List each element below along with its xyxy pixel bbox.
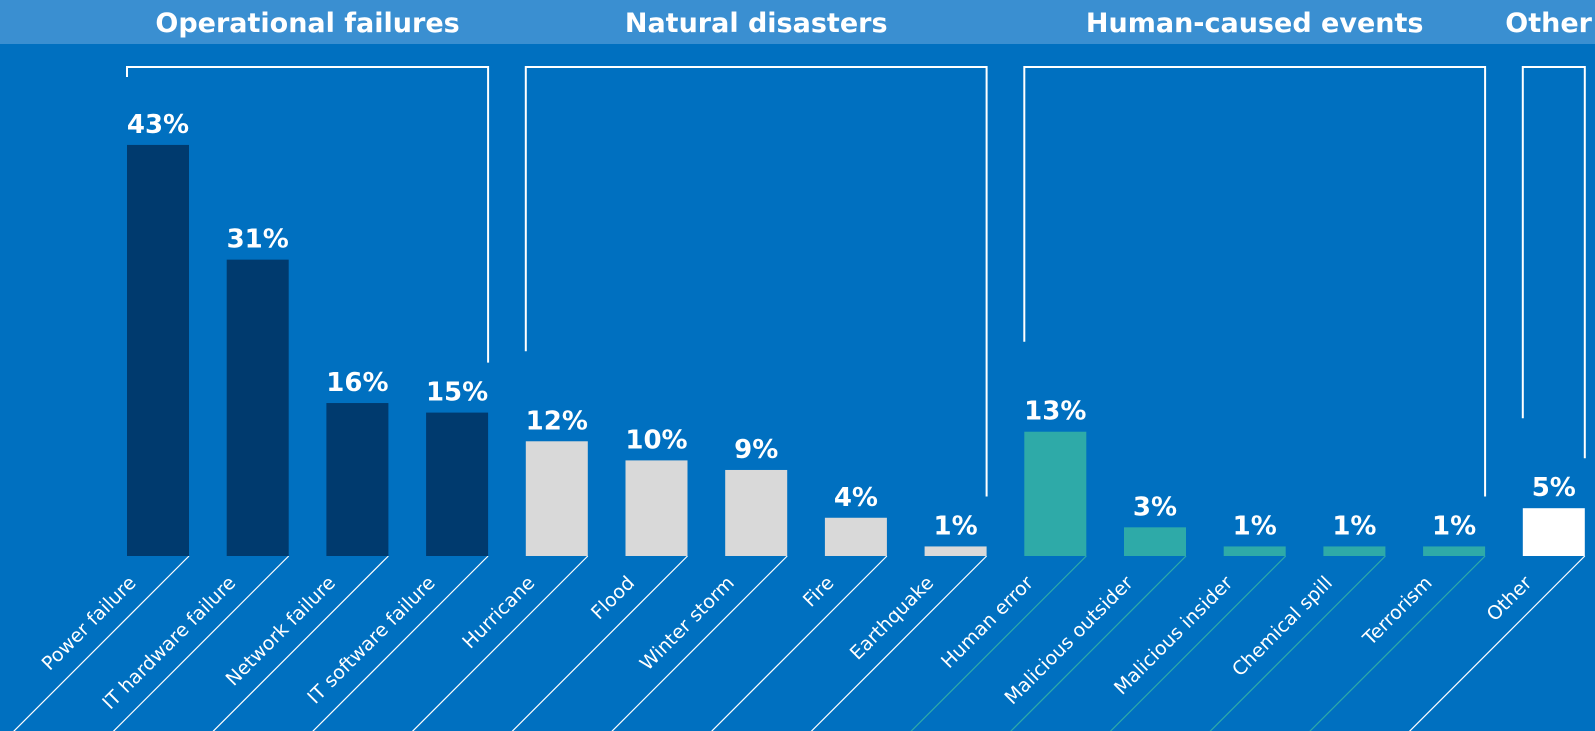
diagonal-leader-lines [13, 555, 1586, 731]
bracket-human-caused-events [1023, 66, 1487, 497]
group-header-band [0, 0, 1595, 44]
bar-earthquake [924, 546, 987, 556]
bracket-natural-disasters [524, 66, 988, 497]
leader-line-network-failure [212, 555, 389, 731]
value-label-fire: 4% [834, 483, 878, 513]
value-label-other: 5% [1532, 473, 1576, 503]
bar-chemical-spill [1323, 546, 1386, 556]
bar-hurricane [525, 441, 588, 556]
value-label-it-hardware-failure: 31% [227, 225, 289, 255]
leader-line-it-software-failure [312, 555, 489, 731]
bars [127, 144, 1585, 557]
value-label-earthquake: 1% [934, 511, 978, 541]
leader-line-malicious-insider [1109, 555, 1287, 731]
leader-line-winter-storm [611, 555, 788, 731]
bar-it-software-failure [426, 412, 489, 556]
group-brackets [126, 66, 1586, 497]
leader-line-terrorism [1309, 555, 1486, 731]
value-label-it-software-failure: 15% [426, 378, 488, 408]
bar-network-failure [326, 403, 389, 556]
group-label-natural-disasters: Natural disasters [625, 8, 888, 39]
value-label-malicious-insider: 1% [1233, 511, 1277, 541]
bar-power-failure [127, 144, 189, 557]
bar-terrorism [1423, 546, 1486, 556]
value-label-hurricane: 12% [526, 406, 588, 436]
leader-line-malicious-outsider [1010, 555, 1187, 731]
bar-flood [625, 460, 688, 556]
bar-it-hardware-failure [226, 259, 289, 556]
leader-line-human-error [910, 555, 1087, 731]
value-label-power-failure: 43% [127, 110, 189, 140]
value-label-terrorism: 1% [1432, 511, 1476, 541]
leader-line-chemical-spill [1209, 555, 1386, 731]
bar-human-error [1024, 431, 1087, 556]
value-label-malicious-outsider: 3% [1133, 492, 1177, 522]
group-label-human-caused-events: Human-caused events [1086, 8, 1424, 39]
leader-line-other [1408, 555, 1586, 731]
bar-malicious-outsider [1124, 527, 1186, 556]
group-label-other: Other [1505, 8, 1592, 39]
group-label-operational-failures: Operational failures [155, 8, 459, 39]
bar-malicious-insider [1223, 546, 1286, 556]
leader-line-power-failure [13, 555, 190, 731]
value-label-winter-storm: 9% [734, 435, 778, 465]
leader-line-fire [711, 555, 888, 731]
leader-line-hurricane [411, 555, 589, 731]
bar-fire [824, 517, 887, 556]
bracket-operational-failures [126, 66, 490, 363]
bracket-other [1521, 66, 1586, 459]
bar-other [1522, 508, 1585, 556]
value-label-human-error: 13% [1024, 397, 1086, 427]
leader-line-flood [511, 555, 688, 731]
value-label-network-failure: 16% [326, 368, 388, 398]
leader-line-earthquake [810, 555, 988, 731]
leader-line-it-hardware-failure [112, 555, 290, 731]
bar-winter-storm [725, 469, 788, 556]
value-label-flood: 10% [625, 425, 687, 455]
value-label-chemical-spill: 1% [1332, 511, 1376, 541]
